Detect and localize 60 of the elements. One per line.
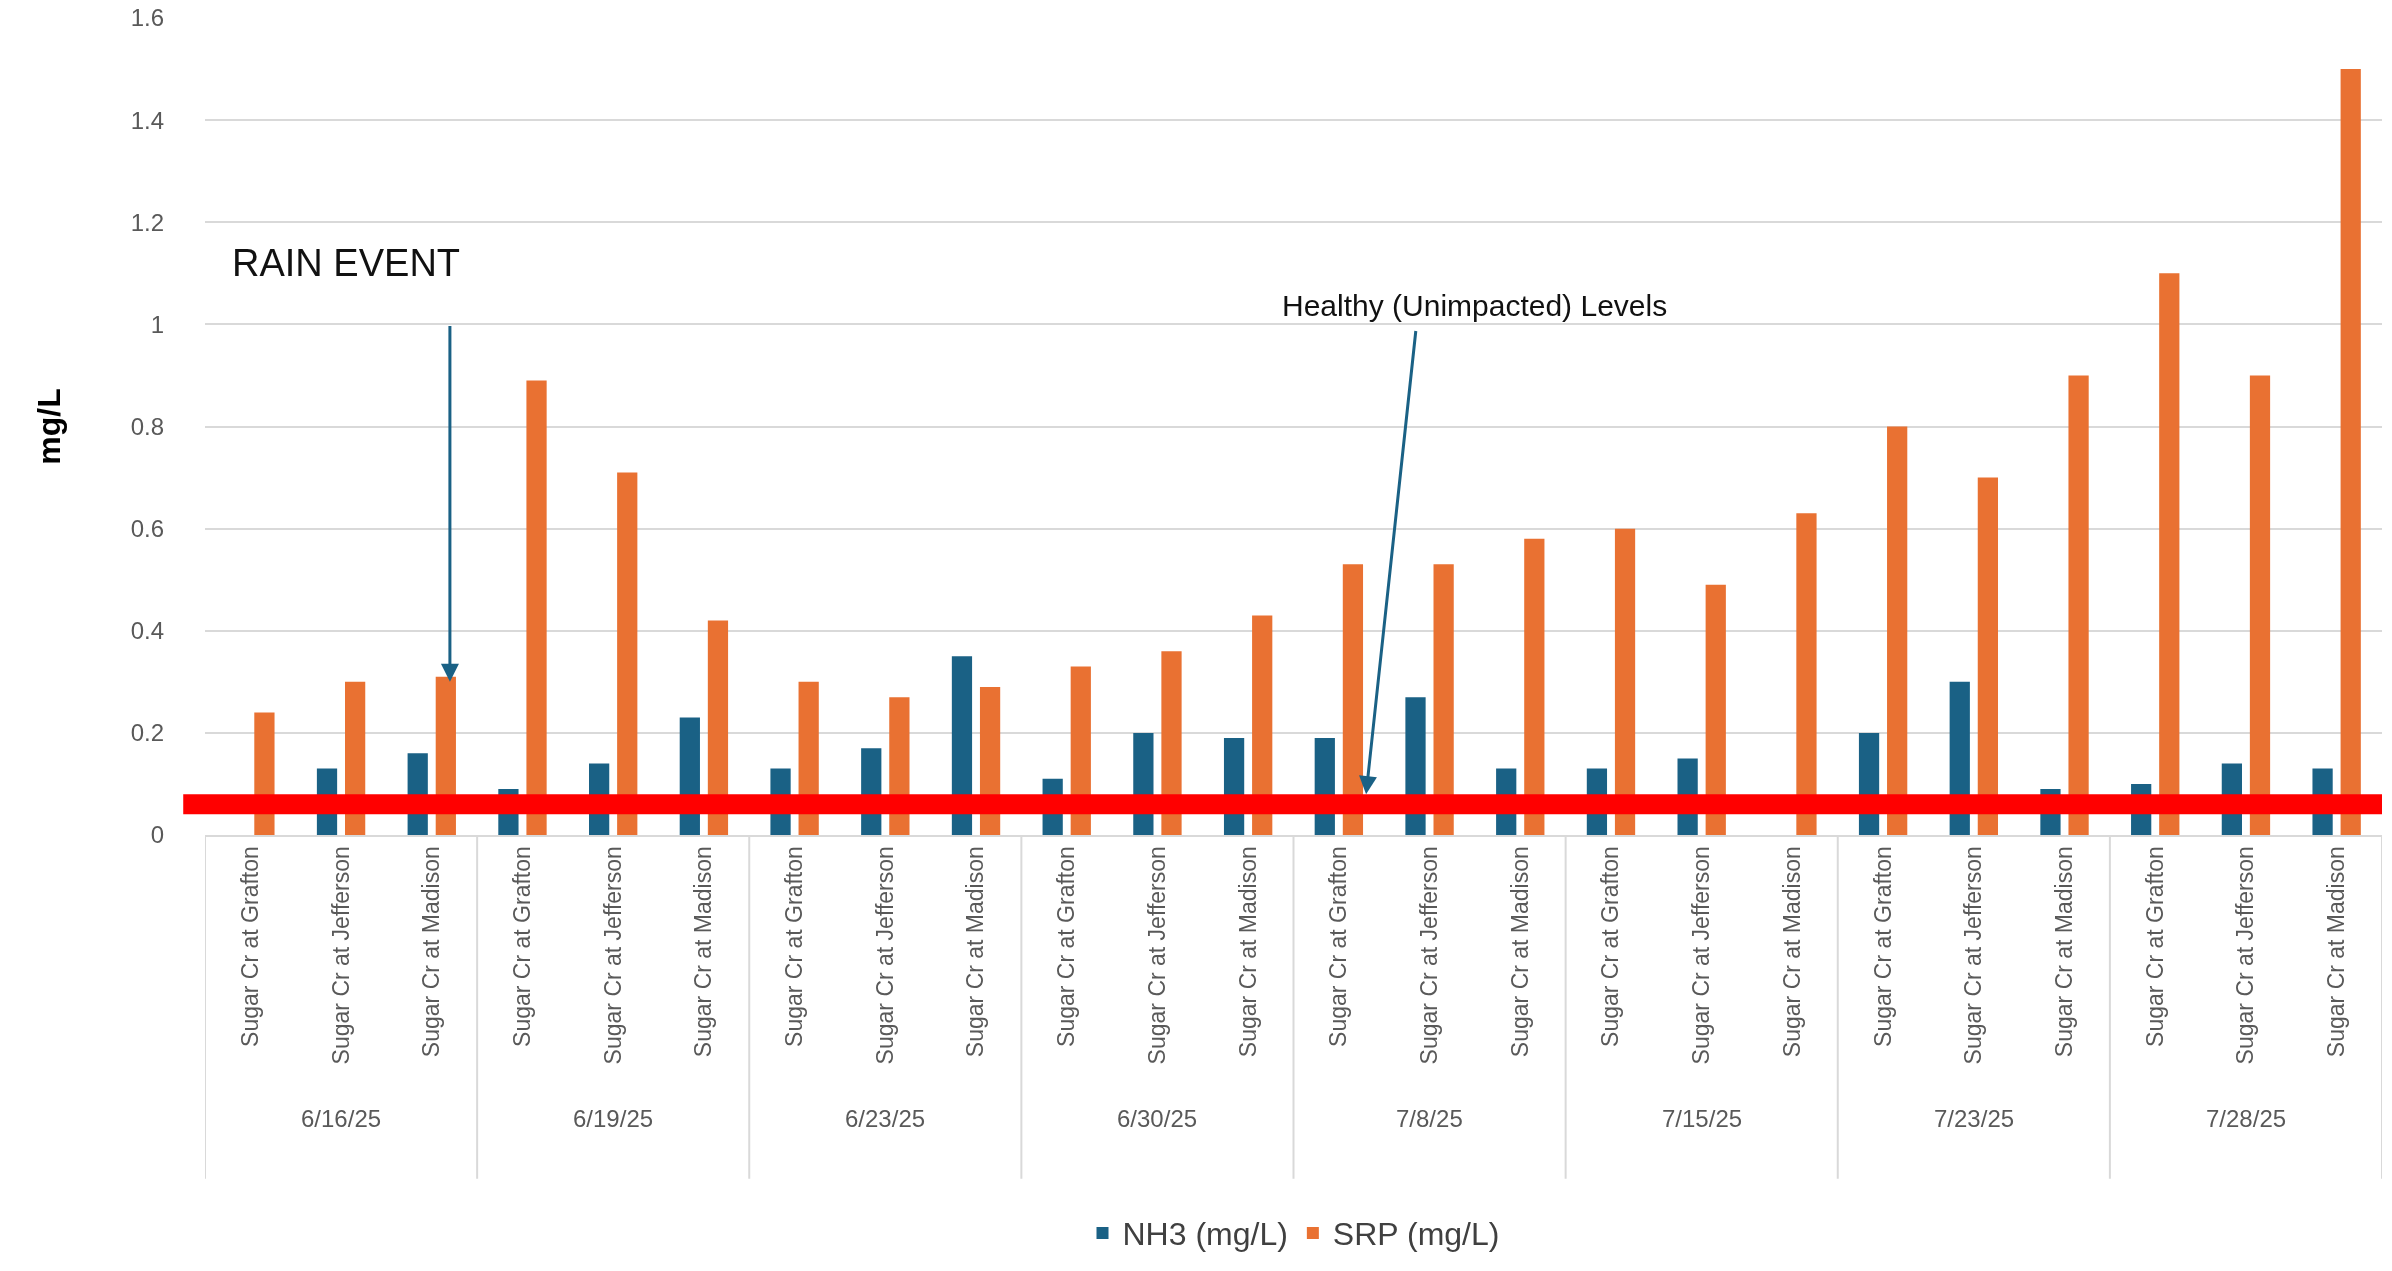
y-tick-label: 0 [150,821,164,849]
bar [526,380,547,835]
x-tick-label: Sugar Cr at Madison [1506,846,1533,1058]
x-tick-label: Sugar Cr at Grafton [781,846,808,1047]
bar [617,472,638,835]
bar [2068,375,2089,835]
legend-label: SRP (mg/L) [1332,1216,1500,1253]
x-tick-label: Sugar Cr at Jefferson [599,846,626,1065]
bar [1977,477,1998,835]
x-tick-label: Sugar Cr at Grafton [2141,846,2168,1047]
y-tick-label: 0.4 [130,617,164,645]
x-tick-label: Sugar Cr at Madison [2051,846,2077,1058]
x-tick-label: Sugar Cr at Jefferson [1960,846,1987,1065]
x-tick-label: Sugar Cr at Jefferson [1688,846,1715,1065]
text: 7/15/25 [1662,1105,1743,1132]
x-tick-label: Sugar Cr at Jefferson [1143,846,1170,1065]
text: 6/23/25 [845,1105,926,1132]
bar [1796,513,1817,835]
y-tick-label: 0.8 [130,412,164,440]
x-tick-label: Sugar Cr at Jefferson [2232,846,2259,1065]
legend-label: NH3 (mg/L) [1122,1216,1288,1253]
x-tick-label: Sugar Cr at Grafton [236,846,263,1047]
bar [1342,564,1364,835]
y-tick-label: 1.2 [130,208,164,236]
bar [2249,375,2271,835]
bar [1433,564,1454,835]
x-tick-label: Sugar Cr at Jefferson [871,846,898,1065]
bar [1524,538,1545,835]
annotation: RAIN EVENT [232,242,461,284]
x-tick-label: Sugar Cr at Jefferson [327,846,354,1065]
bar [1887,426,1908,835]
bar [2340,69,2361,835]
y-tick-label: 1.4 [130,106,164,134]
y-axis-title: mg/L [30,388,67,465]
text: 6/16/25 [301,1105,382,1132]
y-tick-label: 1.6 [130,4,164,32]
text: 7/28/25 [2206,1105,2287,1132]
x-tick-label: Sugar Cr at Madison [690,846,717,1058]
x-tick-label: Sugar Cr at Madison [2323,846,2350,1058]
bar [2159,273,2180,835]
x-tick-label: Sugar Cr at Grafton [1325,846,1352,1047]
bar [1252,615,1273,835]
x-tick-label: Sugar Cr at Grafton [508,846,535,1047]
y-tick-label: 0.2 [130,719,164,747]
x-tick-label: Sugar Cr at Grafton [1869,846,1896,1047]
y-tick-label: 1 [150,310,164,338]
y-tick-label: 0.6 [130,515,164,543]
x-tick-label: Sugar Cr at Grafton [1053,846,1080,1047]
text: 7/8/25 [1396,1105,1463,1132]
x-tick-label: Sugar Cr at Madison [418,846,445,1058]
x-tick-label: Sugar Cr at Madison [962,846,989,1058]
x-tick-label: Sugar Cr at Grafton [1597,846,1624,1047]
x-tick-label: Sugar Cr at Madison [1778,846,1805,1058]
text: 7/23/25 [1934,1105,2015,1132]
text: 6/30/25 [1117,1105,1198,1132]
x-tick-label: Sugar Cr at Madison [1234,846,1261,1058]
text: 6/19/25 [573,1105,654,1132]
x-tick-label: Sugar Cr at Jefferson [1416,846,1443,1065]
ref-line-label: Healthy (Unimpacted) Levels [1282,289,1668,322]
bar [1614,528,1636,835]
